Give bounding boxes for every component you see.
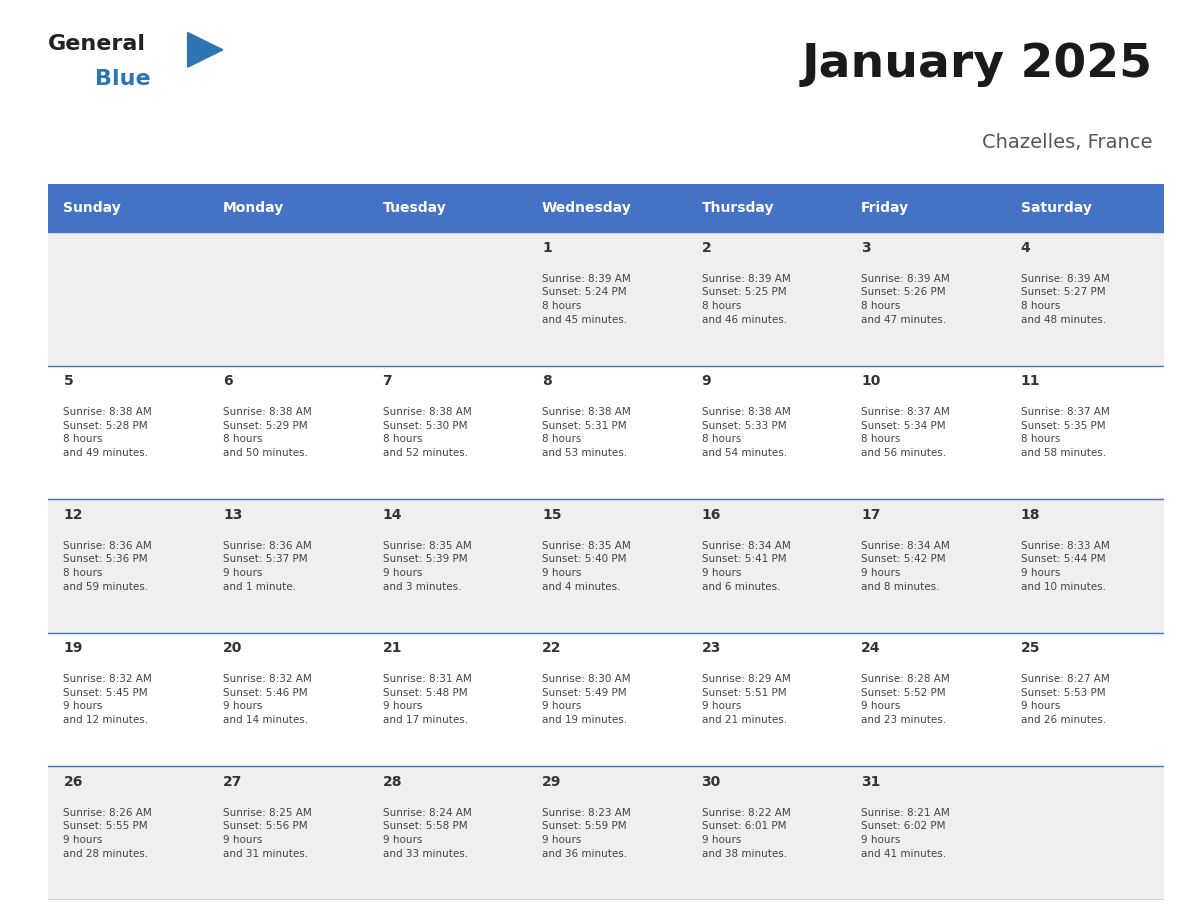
Bar (367, 184, 526, 232)
Text: Sunrise: 8:34 AM
Sunset: 5:41 PM
9 hours
and 6 minutes.: Sunrise: 8:34 AM Sunset: 5:41 PM 9 hours… (702, 541, 790, 591)
Text: Sunrise: 8:36 AM
Sunset: 5:37 PM
9 hours
and 1 minute.: Sunrise: 8:36 AM Sunset: 5:37 PM 9 hours… (223, 541, 311, 591)
Text: Sunrise: 8:38 AM
Sunset: 5:29 PM
8 hours
and 50 minutes.: Sunrise: 8:38 AM Sunset: 5:29 PM 8 hours… (223, 408, 311, 458)
Text: Wednesday: Wednesday (542, 201, 632, 215)
Text: 14: 14 (383, 508, 402, 521)
Text: Tuesday: Tuesday (383, 201, 447, 215)
Text: Sunrise: 8:39 AM
Sunset: 5:26 PM
8 hours
and 47 minutes.: Sunrise: 8:39 AM Sunset: 5:26 PM 8 hours… (861, 274, 950, 325)
Text: 19: 19 (63, 642, 83, 655)
Bar (48, 499, 1164, 633)
Text: Sunrise: 8:37 AM
Sunset: 5:35 PM
8 hours
and 58 minutes.: Sunrise: 8:37 AM Sunset: 5:35 PM 8 hours… (1020, 408, 1110, 458)
Text: 9: 9 (702, 375, 712, 388)
Text: 26: 26 (63, 775, 83, 789)
Text: General: General (48, 34, 145, 54)
Text: Sunrise: 8:31 AM
Sunset: 5:48 PM
9 hours
and 17 minutes.: Sunrise: 8:31 AM Sunset: 5:48 PM 9 hours… (383, 674, 472, 725)
Bar (48, 184, 207, 232)
Text: Saturday: Saturday (1020, 201, 1092, 215)
Text: 7: 7 (383, 375, 392, 388)
Text: 21: 21 (383, 642, 402, 655)
Text: 22: 22 (542, 642, 562, 655)
Text: Sunrise: 8:30 AM
Sunset: 5:49 PM
9 hours
and 19 minutes.: Sunrise: 8:30 AM Sunset: 5:49 PM 9 hours… (542, 674, 631, 725)
Text: 27: 27 (223, 775, 242, 789)
Text: 31: 31 (861, 775, 880, 789)
Text: 11: 11 (1020, 375, 1041, 388)
Text: Sunrise: 8:39 AM
Sunset: 5:25 PM
8 hours
and 46 minutes.: Sunrise: 8:39 AM Sunset: 5:25 PM 8 hours… (702, 274, 790, 325)
Text: Sunrise: 8:24 AM
Sunset: 5:58 PM
9 hours
and 33 minutes.: Sunrise: 8:24 AM Sunset: 5:58 PM 9 hours… (383, 808, 472, 858)
Text: Sunrise: 8:32 AM
Sunset: 5:46 PM
9 hours
and 14 minutes.: Sunrise: 8:32 AM Sunset: 5:46 PM 9 hours… (223, 674, 311, 725)
Bar (48, 767, 1164, 900)
Text: 6: 6 (223, 375, 233, 388)
Text: Sunrise: 8:39 AM
Sunset: 5:27 PM
8 hours
and 48 minutes.: Sunrise: 8:39 AM Sunset: 5:27 PM 8 hours… (1020, 274, 1110, 325)
Text: 4: 4 (1020, 241, 1030, 255)
Text: Sunrise: 8:33 AM
Sunset: 5:44 PM
9 hours
and 10 minutes.: Sunrise: 8:33 AM Sunset: 5:44 PM 9 hours… (1020, 541, 1110, 591)
Text: Sunrise: 8:25 AM
Sunset: 5:56 PM
9 hours
and 31 minutes.: Sunrise: 8:25 AM Sunset: 5:56 PM 9 hours… (223, 808, 311, 858)
Text: Blue: Blue (95, 69, 150, 89)
Text: Sunrise: 8:34 AM
Sunset: 5:42 PM
9 hours
and 8 minutes.: Sunrise: 8:34 AM Sunset: 5:42 PM 9 hours… (861, 541, 950, 591)
Text: 2: 2 (702, 241, 712, 255)
Text: Sunrise: 8:29 AM
Sunset: 5:51 PM
9 hours
and 21 minutes.: Sunrise: 8:29 AM Sunset: 5:51 PM 9 hours… (702, 674, 790, 725)
Bar (48, 365, 1164, 499)
Text: Sunrise: 8:26 AM
Sunset: 5:55 PM
9 hours
and 28 minutes.: Sunrise: 8:26 AM Sunset: 5:55 PM 9 hours… (63, 808, 152, 858)
Text: Sunrise: 8:35 AM
Sunset: 5:40 PM
9 hours
and 4 minutes.: Sunrise: 8:35 AM Sunset: 5:40 PM 9 hours… (542, 541, 631, 591)
Text: 13: 13 (223, 508, 242, 521)
Text: Sunrise: 8:35 AM
Sunset: 5:39 PM
9 hours
and 3 minutes.: Sunrise: 8:35 AM Sunset: 5:39 PM 9 hours… (383, 541, 472, 591)
Text: 16: 16 (702, 508, 721, 521)
Text: Sunrise: 8:27 AM
Sunset: 5:53 PM
9 hours
and 26 minutes.: Sunrise: 8:27 AM Sunset: 5:53 PM 9 hours… (1020, 674, 1110, 725)
Text: Sunrise: 8:22 AM
Sunset: 6:01 PM
9 hours
and 38 minutes.: Sunrise: 8:22 AM Sunset: 6:01 PM 9 hours… (702, 808, 790, 858)
Text: January 2025: January 2025 (802, 42, 1152, 87)
Bar (845, 184, 1005, 232)
Text: 3: 3 (861, 241, 871, 255)
Text: 29: 29 (542, 775, 562, 789)
Text: 28: 28 (383, 775, 402, 789)
Text: Thursday: Thursday (702, 201, 775, 215)
Text: Friday: Friday (861, 201, 909, 215)
Text: Sunday: Sunday (63, 201, 121, 215)
Text: Sunrise: 8:37 AM
Sunset: 5:34 PM
8 hours
and 56 minutes.: Sunrise: 8:37 AM Sunset: 5:34 PM 8 hours… (861, 408, 950, 458)
Text: Sunrise: 8:36 AM
Sunset: 5:36 PM
8 hours
and 59 minutes.: Sunrise: 8:36 AM Sunset: 5:36 PM 8 hours… (63, 541, 152, 591)
Text: 24: 24 (861, 642, 880, 655)
Text: Chazelles, France: Chazelles, France (981, 133, 1152, 151)
Text: 25: 25 (1020, 642, 1041, 655)
Text: Sunrise: 8:38 AM
Sunset: 5:30 PM
8 hours
and 52 minutes.: Sunrise: 8:38 AM Sunset: 5:30 PM 8 hours… (383, 408, 472, 458)
Bar (1005, 184, 1164, 232)
Text: Monday: Monday (223, 201, 284, 215)
Text: 12: 12 (63, 508, 83, 521)
Polygon shape (188, 32, 223, 67)
Bar (48, 232, 1164, 365)
Text: Sunrise: 8:38 AM
Sunset: 5:28 PM
8 hours
and 49 minutes.: Sunrise: 8:38 AM Sunset: 5:28 PM 8 hours… (63, 408, 152, 458)
Bar (48, 633, 1164, 767)
Text: Sunrise: 8:23 AM
Sunset: 5:59 PM
9 hours
and 36 minutes.: Sunrise: 8:23 AM Sunset: 5:59 PM 9 hours… (542, 808, 631, 858)
Text: 18: 18 (1020, 508, 1041, 521)
Text: 1: 1 (542, 241, 551, 255)
Text: Sunrise: 8:28 AM
Sunset: 5:52 PM
9 hours
and 23 minutes.: Sunrise: 8:28 AM Sunset: 5:52 PM 9 hours… (861, 674, 950, 725)
Text: 15: 15 (542, 508, 562, 521)
Text: 8: 8 (542, 375, 551, 388)
Bar (685, 184, 845, 232)
Text: Sunrise: 8:38 AM
Sunset: 5:31 PM
8 hours
and 53 minutes.: Sunrise: 8:38 AM Sunset: 5:31 PM 8 hours… (542, 408, 631, 458)
Text: 23: 23 (702, 642, 721, 655)
Text: 20: 20 (223, 642, 242, 655)
Text: 10: 10 (861, 375, 880, 388)
Text: Sunrise: 8:39 AM
Sunset: 5:24 PM
8 hours
and 45 minutes.: Sunrise: 8:39 AM Sunset: 5:24 PM 8 hours… (542, 274, 631, 325)
Text: Sunrise: 8:32 AM
Sunset: 5:45 PM
9 hours
and 12 minutes.: Sunrise: 8:32 AM Sunset: 5:45 PM 9 hours… (63, 674, 152, 725)
Text: 5: 5 (63, 375, 74, 388)
Text: Sunrise: 8:21 AM
Sunset: 6:02 PM
9 hours
and 41 minutes.: Sunrise: 8:21 AM Sunset: 6:02 PM 9 hours… (861, 808, 950, 858)
Bar (526, 184, 685, 232)
Text: 30: 30 (702, 775, 721, 789)
Bar (207, 184, 367, 232)
Text: 17: 17 (861, 508, 880, 521)
Text: Sunrise: 8:38 AM
Sunset: 5:33 PM
8 hours
and 54 minutes.: Sunrise: 8:38 AM Sunset: 5:33 PM 8 hours… (702, 408, 790, 458)
